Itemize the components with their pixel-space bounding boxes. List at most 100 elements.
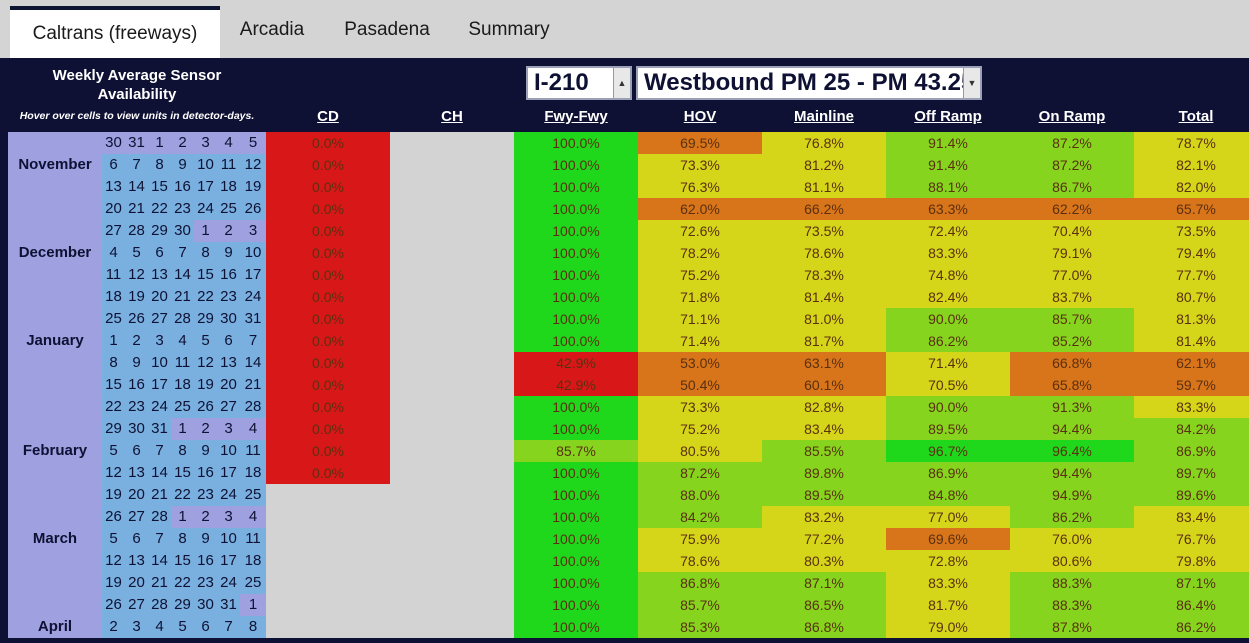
data-cell-cd[interactable]: 0.0% [266, 154, 390, 176]
data-cell-total[interactable]: 80.7% [1134, 286, 1249, 308]
data-cell-off-ramp[interactable]: 63.3% [886, 198, 1010, 220]
data-cell-hov[interactable]: 73.3% [638, 396, 762, 418]
data-cell-mainline[interactable]: 77.2% [762, 528, 886, 550]
data-cell-ch[interactable] [390, 352, 514, 374]
data-cell-total[interactable]: 65.7% [1134, 198, 1249, 220]
data-cell-on-ramp[interactable]: 86.7% [1010, 176, 1134, 198]
data-cell-off-ramp[interactable]: 79.0% [886, 616, 1010, 638]
data-cell-hov[interactable]: 84.2% [638, 506, 762, 528]
data-cell-off-ramp[interactable]: 83.3% [886, 242, 1010, 264]
data-cell-cd[interactable]: 0.0% [266, 440, 390, 462]
data-cell-cd[interactable]: 0.0% [266, 286, 390, 308]
tab-caltrans[interactable]: Caltrans (freeways) [10, 6, 220, 58]
data-cell-cd[interactable]: 0.0% [266, 462, 390, 484]
data-cell-total[interactable]: 77.7% [1134, 264, 1249, 286]
data-cell-hov[interactable]: 71.1% [638, 308, 762, 330]
data-cell-cd[interactable]: 0.0% [266, 330, 390, 352]
data-cell-cd[interactable]: 0.0% [266, 308, 390, 330]
data-cell-total[interactable]: 89.6% [1134, 484, 1249, 506]
data-cell-fwy-fwy[interactable]: 100.0% [514, 308, 638, 330]
freeway-select[interactable]: I-210 ▲ [526, 66, 632, 100]
data-cell-on-ramp[interactable]: 83.7% [1010, 286, 1134, 308]
data-cell-off-ramp[interactable]: 86.2% [886, 330, 1010, 352]
data-cell-cd[interactable]: 0.0% [266, 220, 390, 242]
segment-select[interactable]: Westbound PM 25 - PM 43.25 ▼ [636, 66, 982, 100]
data-cell-mainline[interactable]: 89.5% [762, 484, 886, 506]
data-cell-ch[interactable] [390, 484, 514, 506]
data-cell-hov[interactable]: 53.0% [638, 352, 762, 374]
data-cell-mainline[interactable]: 89.8% [762, 462, 886, 484]
data-cell-on-ramp[interactable]: 91.3% [1010, 396, 1134, 418]
data-cell-fwy-fwy[interactable]: 100.0% [514, 594, 638, 616]
data-cell-total[interactable]: 83.4% [1134, 506, 1249, 528]
data-cell-mainline[interactable]: 83.4% [762, 418, 886, 440]
data-cell-off-ramp[interactable]: 91.4% [886, 132, 1010, 154]
data-cell-hov[interactable]: 80.5% [638, 440, 762, 462]
data-cell-on-ramp[interactable]: 94.9% [1010, 484, 1134, 506]
data-cell-ch[interactable] [390, 154, 514, 176]
data-cell-hov[interactable]: 71.8% [638, 286, 762, 308]
data-cell-hov[interactable]: 71.4% [638, 330, 762, 352]
data-cell-off-ramp[interactable]: 90.0% [886, 396, 1010, 418]
data-cell-on-ramp[interactable]: 80.6% [1010, 550, 1134, 572]
data-cell-on-ramp[interactable]: 77.0% [1010, 264, 1134, 286]
data-cell-total[interactable]: 59.7% [1134, 374, 1249, 396]
data-cell-fwy-fwy[interactable]: 100.0% [514, 220, 638, 242]
data-cell-on-ramp[interactable]: 87.8% [1010, 616, 1134, 638]
data-cell-hov[interactable]: 85.7% [638, 594, 762, 616]
data-cell-total[interactable]: 62.1% [1134, 352, 1249, 374]
data-cell-ch[interactable] [390, 176, 514, 198]
data-cell-mainline[interactable]: 83.2% [762, 506, 886, 528]
data-cell-fwy-fwy[interactable]: 100.0% [514, 132, 638, 154]
data-cell-off-ramp[interactable]: 74.8% [886, 264, 1010, 286]
data-cell-fwy-fwy[interactable]: 100.0% [514, 418, 638, 440]
data-cell-fwy-fwy[interactable]: 100.0% [514, 330, 638, 352]
data-cell-mainline[interactable]: 81.7% [762, 330, 886, 352]
data-cell-on-ramp[interactable]: 87.2% [1010, 132, 1134, 154]
tab-pasadena[interactable]: Pasadena [344, 19, 430, 40]
data-cell-off-ramp[interactable]: 72.8% [886, 550, 1010, 572]
data-cell-mainline[interactable]: 76.8% [762, 132, 886, 154]
data-cell-total[interactable]: 78.7% [1134, 132, 1249, 154]
data-cell-fwy-fwy[interactable]: 100.0% [514, 154, 638, 176]
column-header-cd[interactable]: CD [317, 108, 339, 125]
data-cell-cd[interactable]: 0.0% [266, 264, 390, 286]
data-cell-fwy-fwy[interactable]: 100.0% [514, 176, 638, 198]
data-cell-ch[interactable] [390, 418, 514, 440]
data-cell-on-ramp[interactable]: 87.2% [1010, 154, 1134, 176]
data-cell-fwy-fwy[interactable]: 85.7% [514, 440, 638, 462]
data-cell-fwy-fwy[interactable]: 100.0% [514, 528, 638, 550]
data-cell-hov[interactable]: 75.9% [638, 528, 762, 550]
data-cell-off-ramp[interactable]: 89.5% [886, 418, 1010, 440]
data-cell-off-ramp[interactable]: 71.4% [886, 352, 1010, 374]
data-cell-hov[interactable]: 75.2% [638, 264, 762, 286]
data-cell-fwy-fwy[interactable]: 42.9% [514, 352, 638, 374]
data-cell-on-ramp[interactable]: 94.4% [1010, 462, 1134, 484]
data-cell-hov[interactable]: 87.2% [638, 462, 762, 484]
column-header-fwy-fwy[interactable]: Fwy-Fwy [544, 108, 608, 125]
data-cell-total[interactable]: 82.0% [1134, 176, 1249, 198]
data-cell-ch[interactable] [390, 462, 514, 484]
data-cell-cd[interactable] [266, 616, 390, 638]
data-cell-ch[interactable] [390, 396, 514, 418]
data-cell-ch[interactable] [390, 330, 514, 352]
data-cell-hov[interactable]: 76.3% [638, 176, 762, 198]
data-cell-on-ramp[interactable]: 88.3% [1010, 594, 1134, 616]
data-cell-off-ramp[interactable]: 96.7% [886, 440, 1010, 462]
data-cell-on-ramp[interactable]: 85.2% [1010, 330, 1134, 352]
data-cell-hov[interactable]: 85.3% [638, 616, 762, 638]
data-cell-ch[interactable] [390, 550, 514, 572]
data-cell-off-ramp[interactable]: 86.9% [886, 462, 1010, 484]
data-cell-on-ramp[interactable]: 85.7% [1010, 308, 1134, 330]
data-cell-cd[interactable] [266, 572, 390, 594]
data-cell-ch[interactable] [390, 132, 514, 154]
data-cell-ch[interactable] [390, 374, 514, 396]
data-cell-ch[interactable] [390, 264, 514, 286]
data-cell-total[interactable]: 82.1% [1134, 154, 1249, 176]
data-cell-fwy-fwy[interactable]: 100.0% [514, 506, 638, 528]
data-cell-total[interactable]: 89.7% [1134, 462, 1249, 484]
data-cell-on-ramp[interactable]: 79.1% [1010, 242, 1134, 264]
data-cell-cd[interactable] [266, 594, 390, 616]
data-cell-off-ramp[interactable]: 70.5% [886, 374, 1010, 396]
data-cell-ch[interactable] [390, 440, 514, 462]
